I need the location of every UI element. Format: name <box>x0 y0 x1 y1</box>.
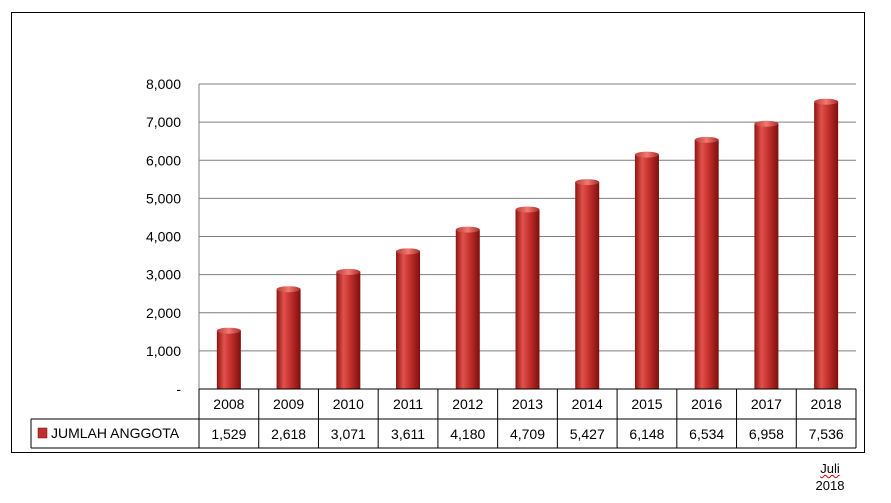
y-tick-label: 3,000 <box>146 267 181 283</box>
x-category-label: 2011 <box>393 396 423 412</box>
y-tick-label: 2,000 <box>146 305 181 321</box>
legend-series-name: JUMLAH ANGGOTA <box>51 425 180 441</box>
y-tick-label: 1,000 <box>146 343 181 359</box>
bar-top <box>455 226 480 233</box>
footnote-month: Juli <box>820 461 840 476</box>
bar-top <box>634 151 659 158</box>
data-value-label: 2,618 <box>271 426 306 442</box>
y-tick-label: 8,000 <box>146 76 181 92</box>
bar-body <box>575 182 600 389</box>
data-value-label: 4,709 <box>510 426 545 442</box>
legend-key <box>37 427 48 439</box>
bar-top <box>515 206 540 213</box>
bar <box>754 120 779 389</box>
data-table: 2008 1,529 2009 2,618 2010 3,071 2011 3,611 2012… <box>30 388 857 449</box>
x-category-label: 2016 <box>691 396 722 412</box>
bar-top <box>396 248 421 255</box>
y-tick-label: 4,000 <box>146 229 181 245</box>
bar-top <box>276 286 301 293</box>
x-category-label: 2013 <box>512 396 543 412</box>
bar <box>216 327 241 389</box>
data-value-label: 3,071 <box>331 426 366 442</box>
bar <box>336 268 361 389</box>
x-category-label: 2017 <box>751 396 782 412</box>
bar-top <box>336 268 361 275</box>
bar <box>515 206 540 389</box>
bar-body <box>634 154 659 389</box>
bar-top <box>754 120 779 127</box>
bar <box>694 136 719 389</box>
gridlines <box>198 83 856 389</box>
bar-top <box>814 98 839 105</box>
y-tick-label: 7,000 <box>146 114 181 130</box>
x-category-label: 2008 <box>213 396 244 412</box>
x-category-label: 2015 <box>631 396 662 412</box>
bar <box>455 226 480 389</box>
bar-body <box>455 229 480 389</box>
y-tick-label: 6,000 <box>146 152 181 168</box>
bar-body <box>276 289 301 389</box>
bars <box>216 98 839 389</box>
data-value-label: 6,534 <box>689 426 724 442</box>
bar-body <box>754 123 779 389</box>
data-value-label: 7,536 <box>809 426 844 442</box>
x-category-label: 2010 <box>333 396 364 412</box>
x-category-label: 2012 <box>452 396 483 412</box>
bar-top <box>216 327 241 334</box>
bar <box>814 98 839 389</box>
data-value-label: 5,427 <box>570 426 605 442</box>
bar-body <box>814 101 839 389</box>
x-category-label: 2018 <box>811 396 842 412</box>
data-value-label: 6,958 <box>749 426 784 442</box>
footnote-year: 2018 <box>815 478 845 493</box>
bar-body <box>396 251 421 389</box>
data-value-label: 1,529 <box>211 426 246 442</box>
bar <box>276 286 301 389</box>
data-value-label: 6,148 <box>629 426 664 442</box>
data-value-label: 4,180 <box>450 426 485 442</box>
footnote: Juli 2018 <box>800 460 860 494</box>
x-category-label: 2014 <box>572 396 603 412</box>
y-tick-label: 5,000 <box>146 190 181 206</box>
bar-body <box>216 330 241 389</box>
data-value-label: 3,611 <box>391 426 425 442</box>
bar <box>396 248 421 389</box>
bar-top <box>575 179 600 186</box>
bar-top <box>694 136 719 143</box>
bar <box>634 151 659 389</box>
bar-body <box>515 209 540 389</box>
x-category-label: 2009 <box>273 396 304 412</box>
bar <box>575 179 600 389</box>
y-tick-label: - <box>176 381 181 397</box>
bar-body <box>336 271 361 389</box>
y-axis-ticks: - 1,000 2,000 3,000 4,000 5,000 6,000 7,000 8,00… <box>146 76 181 397</box>
chart-frame <box>11 12 865 453</box>
bar-body <box>694 139 719 389</box>
